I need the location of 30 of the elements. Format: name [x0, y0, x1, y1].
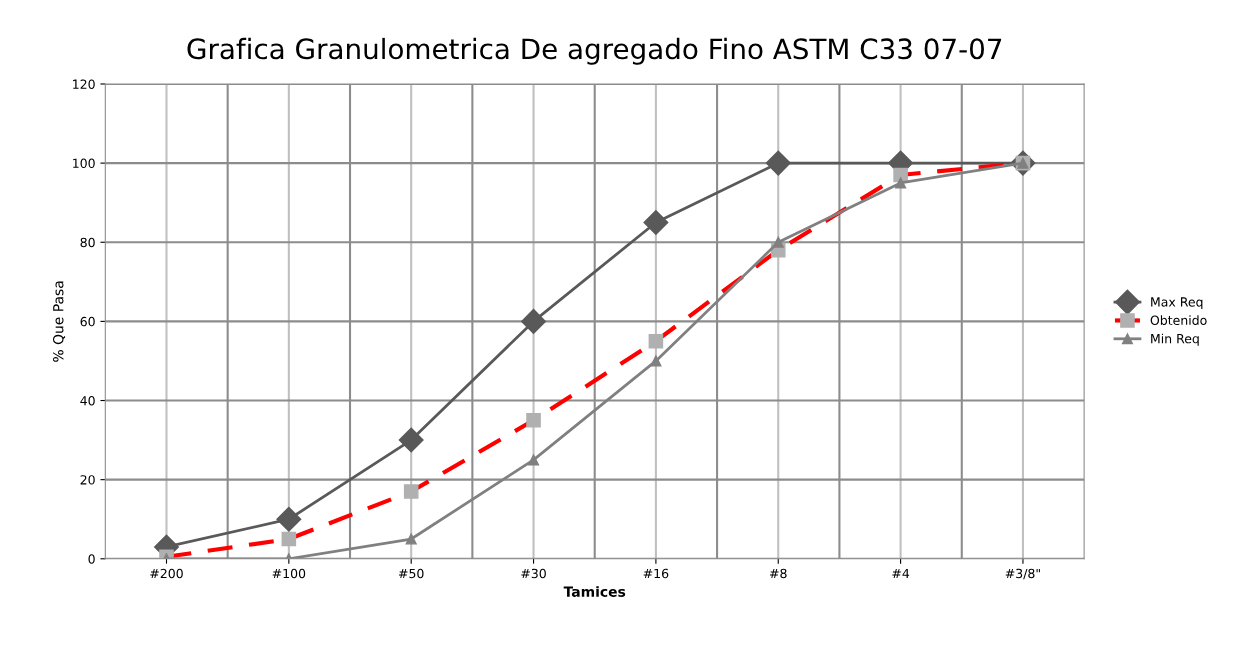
- point: [895, 177, 907, 189]
- x-tick-label: #50: [398, 568, 424, 579]
- x-tick-label: #16: [643, 568, 669, 579]
- point: [650, 355, 662, 367]
- y-tick-label: 100: [73, 158, 95, 169]
- x-tick-label: #30: [521, 568, 546, 579]
- y-tick-label: 80: [80, 237, 95, 248]
- x-tick-label: #4: [892, 568, 910, 579]
- x-tick-label: #3/8": [1005, 568, 1040, 580]
- legend-label: Obtenido: [1150, 315, 1207, 326]
- x-tick-label: #8: [770, 568, 787, 579]
- y-tick-label: 60: [80, 316, 95, 327]
- y-tick-label: 120: [73, 79, 95, 89]
- chart-title: Grafica Granulometrica De agregado Fino ASTM C33 07-07: [187, 37, 1002, 65]
- y-tick-label: 40: [80, 395, 95, 406]
- point: [276, 506, 302, 532]
- point: [643, 209, 669, 235]
- point: [398, 427, 424, 453]
- x-axis-title: Tamices: [563, 586, 626, 597]
- point: [527, 454, 540, 466]
- y-tick-label: 0: [88, 554, 95, 564]
- y-tick-label: 20: [80, 475, 95, 485]
- x-tick-label: #200: [150, 568, 183, 579]
- legend-label: Max Req: [1151, 297, 1203, 310]
- point: [765, 150, 791, 176]
- x-tick-label: #100: [272, 568, 306, 579]
- legend-label: Min Req: [1151, 333, 1199, 346]
- point: [405, 533, 417, 545]
- point: [521, 308, 547, 334]
- y-axis-title: % Que Pasa: [52, 281, 66, 362]
